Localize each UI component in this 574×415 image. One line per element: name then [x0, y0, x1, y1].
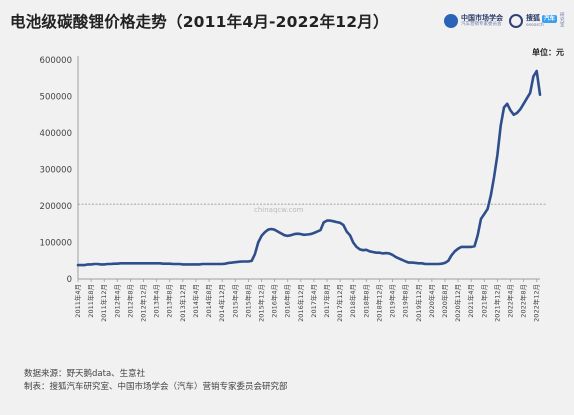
y-tick-label: 300000: [40, 166, 72, 176]
cms-logo-sub: 汽车营销专家委员会: [460, 22, 502, 27]
logos: 中国市场学会 汽车营销专家委员会 搜狐 汽车 esearch 研究室: [443, 13, 566, 28]
chart-title: 电池级碳酸锂价格走势（2011年4月-2022年12月）: [10, 13, 389, 31]
x-tick-label: 2016年8月: [283, 284, 292, 318]
sohu-logo-name: 搜狐: [525, 13, 540, 22]
x-tick-label: 2020年4月: [427, 284, 436, 318]
x-tick-label: 2016年4月: [270, 284, 279, 318]
watermark: chinaqcw.com: [254, 206, 304, 214]
x-tick-label: 2017年12月: [335, 284, 344, 322]
y-tick-label: 200000: [40, 202, 72, 212]
x-tick-label: 2014年4月: [191, 284, 200, 318]
x-tick-label: 2014年8月: [204, 284, 213, 318]
x-tick-label: 2013年4月: [152, 284, 161, 318]
x-tick-label: 2019年4月: [388, 284, 397, 318]
x-tick-label: 2022年4月: [506, 284, 515, 318]
x-tick-label: 2017年8月: [322, 284, 331, 318]
x-tick-label: 2013年8月: [165, 284, 174, 318]
x-tick-label: 2022年8月: [519, 284, 528, 318]
x-tick-label: 2012年8月: [125, 284, 134, 318]
footer: 数据来源：野天鹅data、生意社 制表：搜狐汽车研究室、中国市场学会（汽车）营销…: [24, 368, 288, 394]
x-tick-label: 2015年4月: [230, 284, 239, 318]
x-tick-label: 2018年4月: [348, 284, 357, 318]
x-tick-label: 2012年12月: [139, 284, 148, 322]
y-tick-label: 400000: [40, 129, 72, 139]
x-tick-label: 2021年12月: [492, 284, 501, 322]
y-tick-label: 600000: [40, 56, 72, 66]
x-tick-label: 2018年12月: [374, 284, 383, 322]
x-tick-label: 2017年4月: [309, 284, 318, 318]
x-tick-label: 2020年8月: [440, 284, 449, 318]
chart-maker: 制表：搜狐汽车研究室、中国市场学会（汽车）营销专家委员会研究部: [24, 382, 288, 392]
x-tick-label: 2016年12月: [296, 284, 305, 322]
x-tick-label: 2021年8月: [479, 284, 488, 318]
x-tick-label: 2014年12月: [217, 284, 226, 322]
x-tick-label: 2019年8月: [401, 284, 410, 318]
x-tick-label: 2019年12月: [414, 284, 423, 322]
cms-logo-name: 中国市场学会: [460, 14, 503, 22]
x-tick-label: 2015年8月: [243, 284, 252, 318]
y-tick-label: 100000: [40, 239, 72, 249]
x-tick-label: 2011年4月: [73, 284, 82, 318]
sohu-logo-side: 研究室: [560, 13, 565, 28]
x-tick-label: 2021年4月: [466, 284, 475, 318]
x-tick-label: 2011年12月: [99, 284, 108, 322]
cms-logo: 中国市场学会 汽车营销专家委员会: [443, 13, 503, 28]
x-tick-label: 2018年8月: [361, 284, 370, 318]
x-tick-label: 2020年12月: [453, 284, 462, 322]
sohu-logo: 搜狐 汽车 esearch 研究室: [508, 13, 566, 28]
x-tick-label: 2022年12月: [532, 284, 541, 322]
unit-label: 单位：元: [532, 48, 564, 57]
y-tick-label: 0: [67, 275, 72, 285]
sohu-logo-icon: [508, 13, 523, 28]
x-tick-label: 2012年4月: [112, 284, 121, 318]
price-series-line: [76, 69, 542, 267]
y-tick-label: 500000: [40, 93, 72, 103]
cms-logo-icon: [443, 13, 458, 28]
data-source: 数据来源：野天鹅data、生意社: [24, 369, 146, 379]
x-tick-label: 2013年12月: [178, 284, 187, 322]
x-tick-label: 2015年12月: [256, 284, 265, 322]
sohu-logo-badge: 汽车: [541, 14, 557, 23]
x-tick-label: 2011年8月: [86, 284, 95, 318]
sohu-logo-sub: esearch: [525, 22, 544, 28]
